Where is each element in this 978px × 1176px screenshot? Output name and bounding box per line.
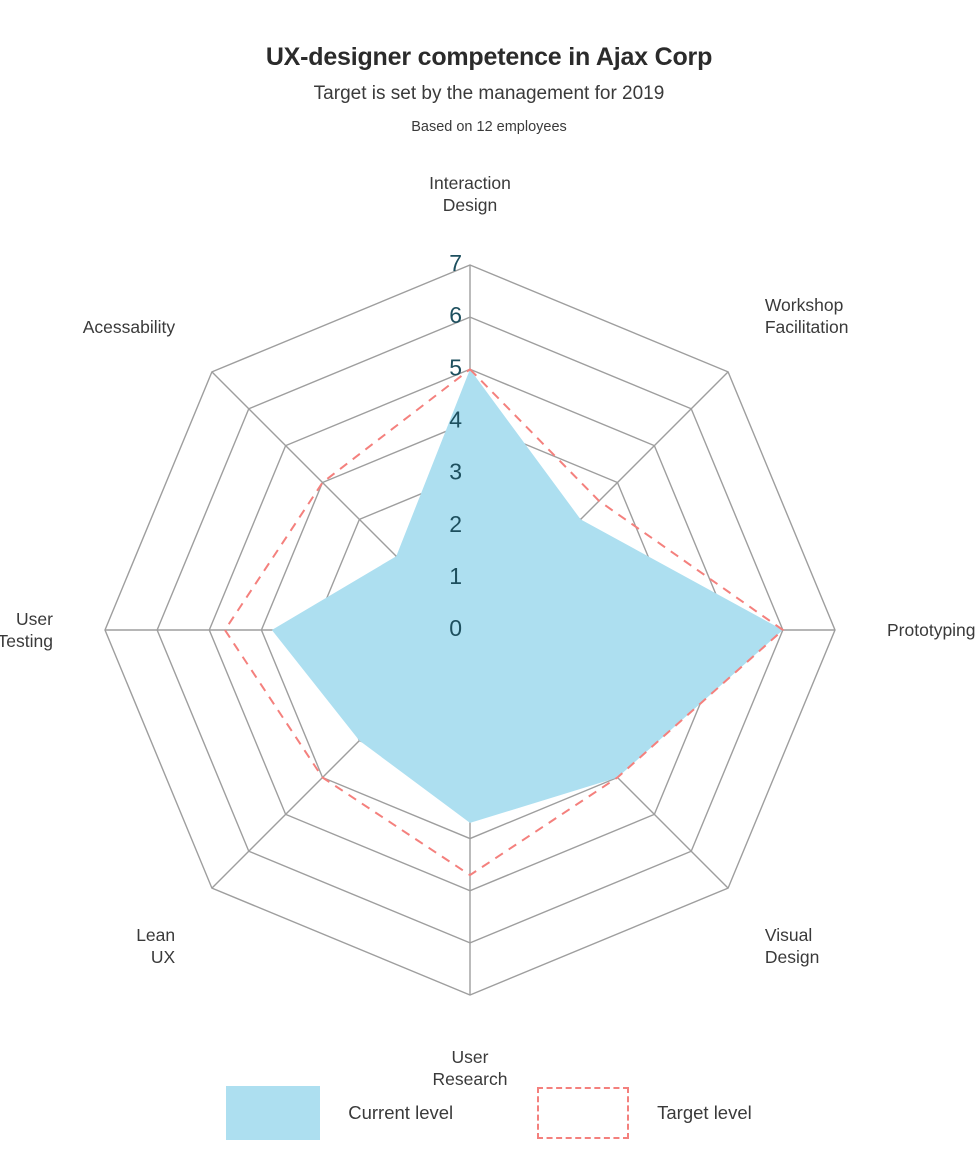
- legend-label-current: Current level: [348, 1102, 454, 1123]
- chart-header: UX-designer competence in Ajax Corp Targ…: [0, 0, 978, 136]
- chart-title: UX-designer competence in Ajax Corp: [265, 43, 713, 71]
- axis-label-acessability[interactable]: Acessability: [83, 317, 176, 337]
- series-current-level: [271, 369, 783, 823]
- radial-tick-5: 5: [449, 354, 462, 380]
- legend-item-current[interactable]: Current level: [226, 1086, 453, 1140]
- radial-tick-labels: 0 1 2 3 4 5 6 7: [449, 250, 462, 641]
- target-level-polygon: [223, 367, 785, 877]
- legend-swatch-current: [226, 1086, 321, 1140]
- chart-legend: Current level Target level: [0, 1086, 978, 1140]
- chart-subsubtitle: Based on 12 employees: [411, 118, 567, 135]
- radial-tick-4: 4: [449, 407, 462, 433]
- series-target-level: [223, 367, 785, 877]
- legend-label-target: Target level: [657, 1102, 752, 1123]
- axis-label-interaction-design[interactable]: Interaction Design: [429, 173, 511, 215]
- chart-subtitle: Target is set by the management for 2019: [313, 83, 665, 104]
- radial-tick-7: 7: [449, 250, 462, 276]
- axis-label-workshop-facilitation[interactable]: Workshop Facilitation: [765, 295, 849, 337]
- axis-label-visual-design[interactable]: Visual Design: [765, 925, 819, 967]
- legend-swatch-target: [537, 1087, 630, 1139]
- radial-tick-6: 6: [449, 302, 462, 328]
- legend-item-target[interactable]: Target level: [537, 1087, 752, 1139]
- current-level-polygon: [271, 369, 783, 823]
- radial-tick-0: 0: [449, 615, 462, 641]
- axis-label-user-research[interactable]: User Research: [433, 1047, 508, 1089]
- radial-tick-2: 2: [449, 511, 462, 537]
- axis-label-lean-ux[interactable]: Lean UX: [136, 925, 175, 967]
- axis-category-labels: Interaction Design Workshop Facilitation Pro…: [0, 173, 976, 1089]
- radial-tick-1: 1: [449, 563, 462, 589]
- radial-tick-3: 3: [449, 459, 462, 485]
- axis-label-prototyping[interactable]: Prototyping: [887, 620, 976, 640]
- axis-label-user-testing[interactable]: User Testing: [0, 609, 53, 651]
